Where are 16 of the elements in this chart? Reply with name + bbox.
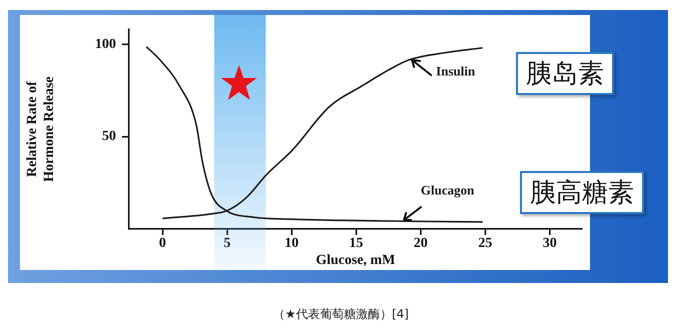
y-axis-title: Relative Rate of Hormone Release [25, 76, 57, 182]
x-tick-label: 0 [159, 236, 166, 252]
x-axis-title: Glucose, mM [316, 253, 396, 268]
series-label: Glucagon [420, 182, 475, 198]
annotation: 胰岛素 [516, 52, 614, 95]
y-tick-label: 50 [102, 129, 116, 144]
x-tick-label: 15 [349, 236, 364, 252]
x-tick-label: 10 [284, 236, 299, 252]
x-tick-label: 20 [414, 236, 428, 252]
text: （★代表葡萄糖激酶）[4] [272, 306, 410, 323]
annotation: 胰高糖素 [520, 171, 644, 214]
legend-label: Insulin [436, 63, 476, 78]
x-tick-label: 30 [542, 236, 557, 252]
x-tick-label: 25 [478, 236, 492, 252]
x-tick-label: 5 [224, 236, 231, 252]
y-tick-label: 100 [95, 36, 116, 52]
